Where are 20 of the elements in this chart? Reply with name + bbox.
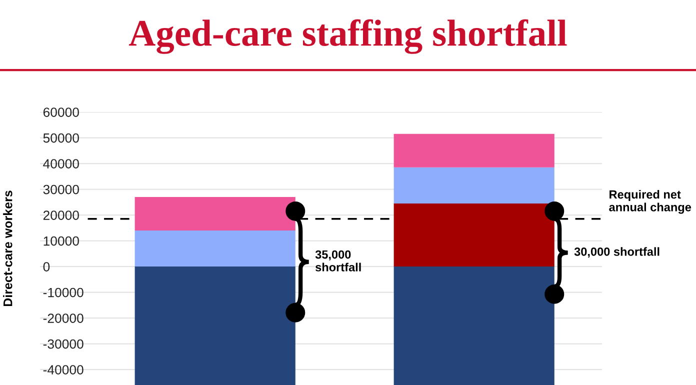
y-tick-label: -30000: [43, 339, 84, 349]
y-tick-label: 50000: [43, 133, 79, 143]
y-tick-label: 30000: [43, 184, 79, 194]
y-tick-label: -20000: [43, 314, 84, 323]
annotation: 35,000 shortfall: [315, 250, 361, 272]
bar: [394, 167, 554, 204]
y-tick-label: 10000: [44, 236, 79, 246]
y-axis-title: Direct-care workers: [3, 190, 12, 306]
bar: [394, 266, 554, 385]
y-tick-label: 20000: [43, 210, 79, 220]
y-tick-label: 0: [43, 262, 50, 272]
y-tick-label: -40000: [43, 365, 84, 374]
y-tick-label: -10000: [43, 288, 84, 298]
chart-title: Aged-care staffing shortfall: [128, 19, 567, 54]
ref-line-label: Required net annual change: [609, 190, 692, 214]
bar: [134, 266, 296, 385]
y-tick-label: 60000: [43, 108, 79, 117]
y-tick-label: 40000: [43, 159, 79, 168]
bar: [394, 134, 554, 168]
annotation: 30,000 shortfall: [574, 247, 660, 258]
